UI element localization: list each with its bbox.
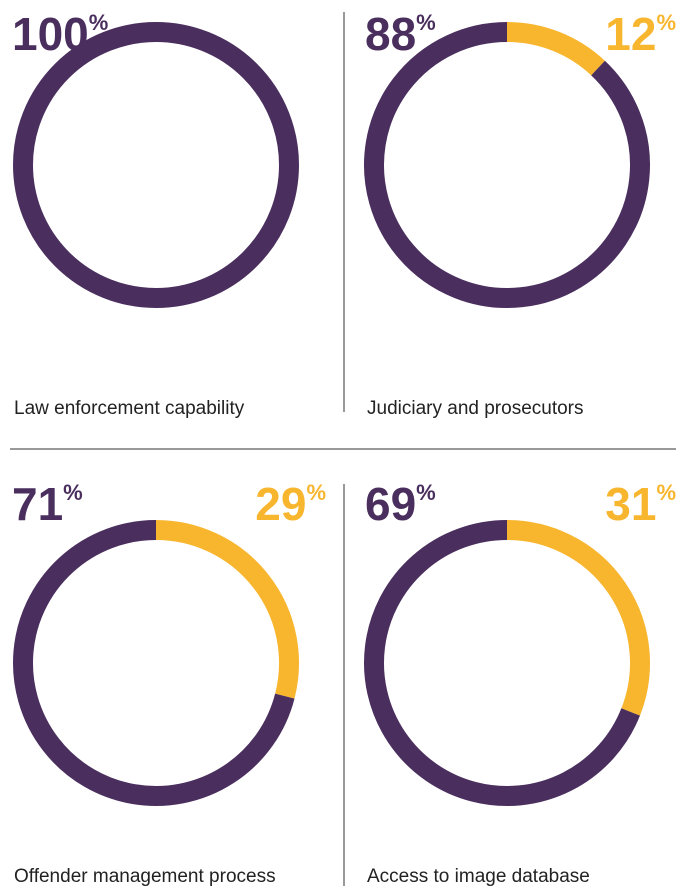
caption: Law enforcement capability [14, 398, 245, 419]
donut-segment [13, 22, 299, 308]
donut-segment [364, 22, 650, 308]
donut-segment [13, 520, 295, 806]
percent-label: 71% [12, 478, 83, 530]
percent-label: 12% [605, 8, 676, 60]
percent-label: 100% [12, 8, 108, 60]
percent-label: 29% [255, 478, 326, 530]
caption: Offender management process [14, 866, 276, 887]
percent-label: 88% [365, 8, 436, 60]
donut-segment [506, 520, 650, 716]
caption: Judiciary and prosecutors [367, 398, 584, 419]
donut-segment [364, 520, 640, 806]
percent-label: 31% [605, 478, 676, 530]
donut-segment [155, 520, 299, 699]
percent-label: 69% [365, 478, 436, 530]
caption: Access to image database [367, 866, 590, 887]
donut-segment [506, 22, 605, 76]
